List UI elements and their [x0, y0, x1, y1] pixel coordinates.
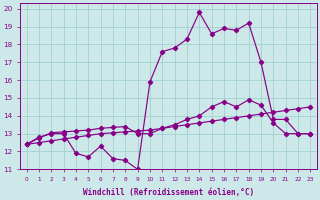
X-axis label: Windchill (Refroidissement éolien,°C): Windchill (Refroidissement éolien,°C)	[83, 188, 254, 197]
